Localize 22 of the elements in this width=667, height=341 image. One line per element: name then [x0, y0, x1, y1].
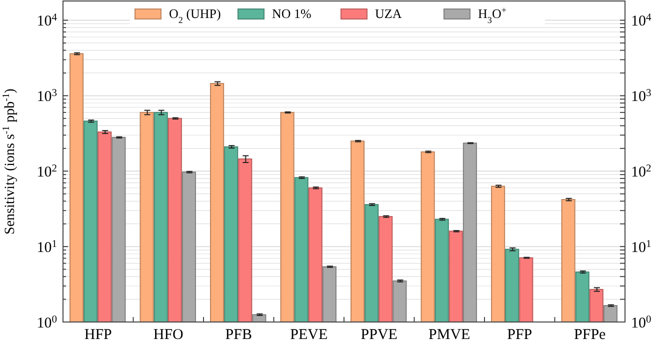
- x-tick-label: PFPe: [574, 327, 606, 341]
- y-tick-label: 10$^{4}$: [36, 12, 58, 30]
- text: 10$^{3}$: [631, 87, 652, 105]
- y-tick-label: 10$^{1}$: [36, 238, 57, 256]
- x-tick-label: PPVE: [360, 327, 398, 341]
- text: 10$^{1}$: [631, 238, 652, 256]
- x-tick-label: PFB: [225, 327, 252, 341]
- y-tick-label: 10$^{3}$: [36, 87, 57, 105]
- legend-label: H$_{3}$O$^{+}$: [478, 5, 506, 25]
- legend-label: NO 1%: [272, 6, 312, 21]
- x-tick-label: PEVE: [290, 327, 328, 341]
- text: 10$^{2}$: [631, 162, 652, 180]
- legend-label: UZA: [375, 6, 402, 21]
- x-tick-label: HFP: [84, 327, 112, 341]
- x-tick-label: PMVE: [428, 327, 470, 341]
- legend-label: O$_{2}$ (UHP): [169, 6, 221, 25]
- text: 10$^{4}$: [631, 12, 652, 30]
- x-tick-label: HFO: [153, 327, 184, 341]
- x-tick-label: PFP: [507, 327, 532, 341]
- y-tick-label: 10$^{0}$: [36, 314, 57, 332]
- text: 10$^{0}$: [631, 314, 652, 332]
- y-tick-label: 10$^{2}$: [36, 162, 57, 180]
